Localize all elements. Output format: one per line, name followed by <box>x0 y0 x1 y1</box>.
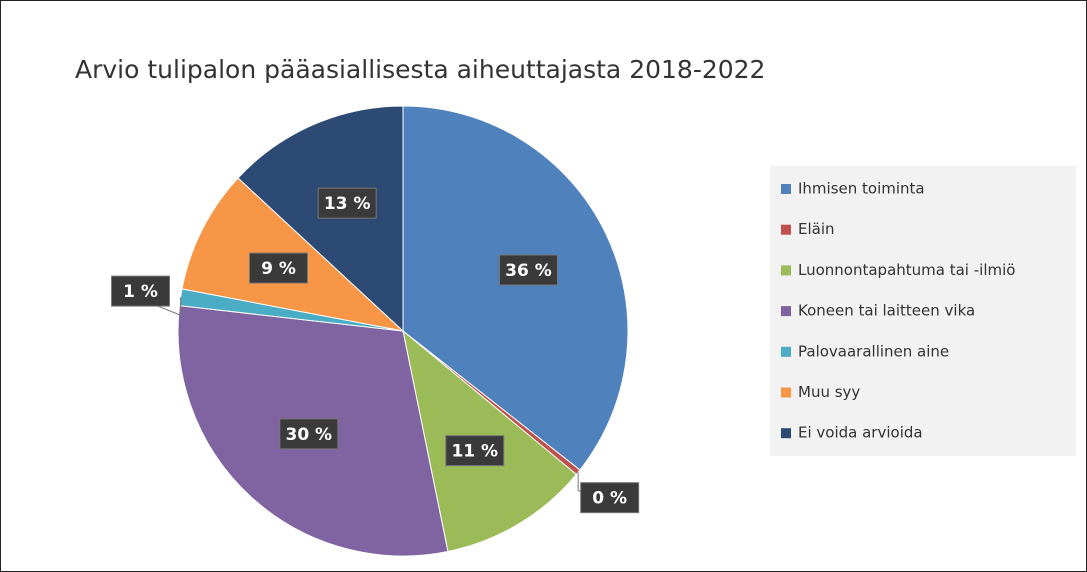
data-label: 11 % <box>451 442 498 462</box>
legend-swatch <box>781 387 791 398</box>
legend-swatch <box>781 346 791 357</box>
data-label: 1 % <box>123 282 158 302</box>
legend-label: Koneen tai laitteen vika <box>798 302 975 320</box>
data-label: 36 % <box>505 261 552 281</box>
legend-box <box>770 166 1076 456</box>
data-label: 30 % <box>285 425 332 445</box>
legend-label: Ei voida arvioida <box>798 424 923 442</box>
data-label: 0 % <box>592 489 627 509</box>
legend-label: Eläin <box>798 220 835 238</box>
data-label-box <box>445 435 505 467</box>
legend-swatch <box>781 224 791 235</box>
legend-label: Muu syy <box>798 383 860 401</box>
data-label-box <box>111 275 171 307</box>
legend-swatch <box>781 428 791 439</box>
chart-title: Arvio tulipalon pääasiallisesta aiheutta… <box>75 55 765 84</box>
data-label-box <box>580 482 640 514</box>
legend-swatch <box>781 306 791 317</box>
data-label: 13 % <box>324 194 371 214</box>
legend-label: Palovaarallinen aine <box>798 342 949 360</box>
legend-label: Ihmisen toiminta <box>798 180 925 198</box>
legend-swatch <box>781 184 791 194</box>
pie-slice <box>402 105 629 471</box>
legend-swatch <box>781 265 791 276</box>
data-label-box <box>249 252 309 284</box>
data-label-box <box>317 187 377 219</box>
legend-label: Luonnontapahtuma tai -ilmiö <box>798 261 1015 279</box>
data-label: 9 % <box>261 259 296 279</box>
data-label-box <box>279 418 339 450</box>
data-label-box <box>498 254 558 286</box>
